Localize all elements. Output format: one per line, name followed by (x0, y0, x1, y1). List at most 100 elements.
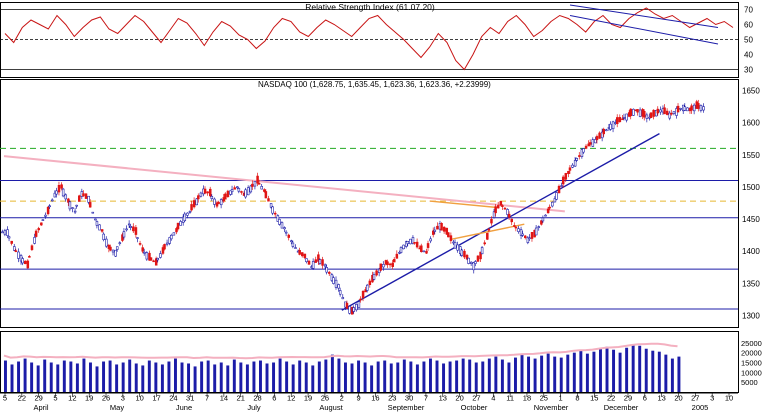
candle-body (284, 231, 288, 234)
rsi-channel-lower (569, 15, 719, 45)
candle-body (526, 237, 530, 243)
month-label: October (461, 403, 488, 412)
candle-body (338, 290, 342, 295)
volume-bar (317, 361, 321, 392)
price-tick-label: 1500 (742, 183, 760, 192)
candle-body (118, 242, 122, 245)
volume-tick-label: 25000 (741, 339, 762, 348)
candle-body (528, 237, 531, 240)
candle-body (348, 306, 351, 314)
volume-bar (376, 361, 380, 392)
candle-body (41, 219, 45, 221)
volume-bar (350, 363, 354, 392)
candle-body (215, 202, 219, 207)
volume-bar (187, 363, 191, 392)
candle-body (307, 260, 311, 265)
candle-body (230, 189, 234, 193)
volume-bar (75, 363, 79, 392)
price-tick-label: 1450 (742, 215, 760, 224)
day-label: 7 (424, 394, 428, 403)
candle-body (465, 254, 469, 260)
candle-body (33, 237, 36, 244)
day-label: 13 (439, 394, 447, 403)
candle-body (474, 261, 477, 264)
candle-body (236, 186, 239, 189)
candle-body (553, 198, 557, 203)
day-label: 10 (136, 394, 144, 403)
month-label: May (110, 403, 124, 412)
volume-bar (121, 362, 125, 392)
candle-body (53, 192, 57, 198)
candle-body (426, 243, 430, 248)
candle-body (541, 217, 545, 222)
day-label: 25 (540, 394, 548, 403)
rsi-tick-label: 30 (744, 66, 753, 75)
volume-bar (213, 364, 217, 392)
candle-body (460, 249, 464, 256)
candle-body (494, 206, 497, 214)
volume-bar (363, 362, 367, 392)
candle-body (479, 251, 482, 260)
candle-body (467, 257, 470, 264)
candle-body (415, 241, 419, 248)
volume-bar (180, 362, 184, 392)
volume-bar (370, 365, 374, 392)
volume-bar (670, 358, 674, 392)
day-label: 27 (691, 394, 699, 403)
volume-bar (631, 344, 635, 392)
candle-body (621, 118, 624, 121)
candle-body (102, 233, 105, 241)
volume-bar (82, 358, 86, 392)
candle-body (64, 194, 68, 200)
x-axis: 5 22 29 5 12 19 26 3 10 17 24 31 7 14 21 28 6 12 19 26 2 9 16 2… (0, 392, 738, 412)
volume-bar (389, 363, 393, 392)
candle-body (149, 257, 153, 261)
candle-body (605, 129, 608, 132)
candle-body (551, 201, 554, 207)
candle-body (618, 117, 622, 123)
candle-body (622, 117, 626, 119)
candle-body (323, 264, 327, 267)
candle-body (571, 164, 574, 168)
volume-bar (435, 360, 439, 392)
rsi-tick-label: 60 (744, 21, 753, 30)
rsi-tick-label: 50 (744, 36, 753, 45)
candle-body (595, 136, 599, 141)
day-label: 15 (590, 394, 598, 403)
volume-bar (651, 350, 655, 392)
candle-body (305, 258, 308, 262)
candle-body (276, 215, 280, 222)
candle-body (260, 186, 263, 190)
candle-body (179, 221, 182, 226)
candle-body (141, 247, 144, 252)
rsi-tick-label: 70 (744, 6, 753, 15)
candle-body (233, 187, 236, 190)
candle-body (513, 225, 516, 227)
candle-body (318, 259, 322, 264)
candle-body (413, 242, 416, 244)
volume-bar (36, 365, 40, 392)
candle-body (365, 284, 369, 291)
volume-bar (657, 351, 661, 392)
candle-body (210, 196, 214, 199)
day-label: 2 (340, 394, 344, 403)
candle-body (280, 222, 284, 229)
candle-body (447, 232, 450, 238)
candle-body (588, 142, 592, 145)
day-label: 24 (169, 394, 177, 403)
candle-body (138, 243, 142, 245)
candle-body (87, 195, 90, 203)
candle-body (46, 206, 50, 215)
candle-body (503, 207, 507, 210)
volume-bar (304, 362, 308, 392)
candle-body (345, 302, 349, 309)
day-label: 12 (68, 394, 76, 403)
candle-body (578, 155, 581, 157)
candle-body (82, 193, 85, 197)
volume-bar (265, 363, 269, 392)
price-panel: 1300 1350 1400 1450 1500 1550 1600 1650 (0, 79, 760, 328)
rsi-frame (0, 2, 739, 78)
month-label: August (319, 403, 343, 412)
volume-bar (415, 364, 419, 392)
candle-body (357, 301, 361, 308)
